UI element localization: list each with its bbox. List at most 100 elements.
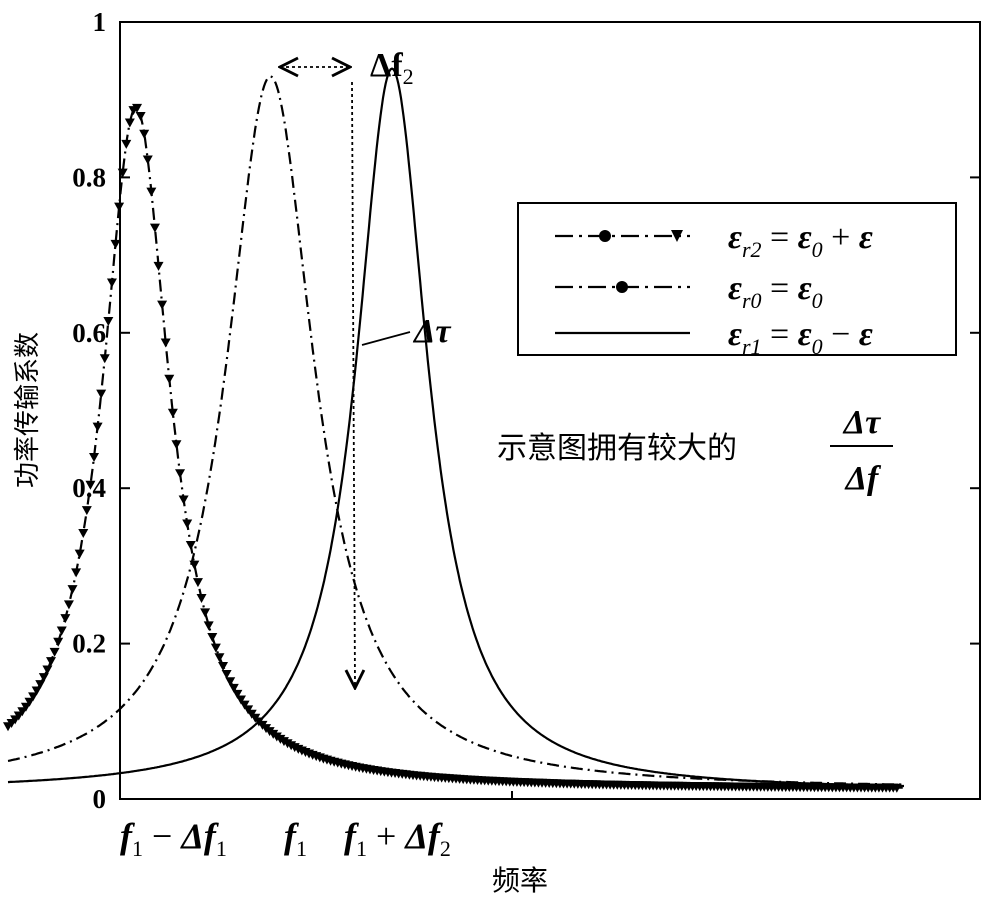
series-marker-triangle	[182, 519, 193, 529]
y-tick-label: 0	[93, 784, 107, 814]
delta-tau-leader	[361, 331, 411, 346]
series-marker-triangle	[121, 139, 132, 149]
legend-label-symbol: ε	[798, 219, 812, 256]
legend-label: εr1 = ε0 − ε	[728, 316, 873, 359]
legend-label-symbol: ε	[798, 316, 812, 353]
x-axis-tick-labels: f1 − Δf1 f1 f1 + Δf2	[120, 791, 513, 861]
series-marker-triangle	[225, 677, 236, 687]
series-marker-triangle	[221, 669, 232, 679]
x-tick-label-base: f	[284, 816, 299, 856]
series-marker-triangle	[171, 440, 182, 450]
delta-f2-text: Δf	[370, 47, 403, 84]
plot-area-frame	[119, 21, 981, 800]
series-marker-triangle	[167, 408, 178, 418]
series-marker-triangle	[71, 568, 82, 578]
series-marker-triangle	[56, 626, 67, 636]
series-marker-triangle	[96, 389, 107, 399]
x-tick-label: f1 − Δf1	[120, 816, 227, 861]
delta-f2-label: Δf2	[370, 47, 414, 89]
series-marker-triangle	[60, 614, 71, 624]
legend-box	[517, 202, 957, 356]
x-tick-label-sub: 1	[296, 836, 307, 861]
series-marker-triangle	[20, 702, 31, 712]
series-marker-triangle	[185, 541, 196, 551]
series-marker-triangle	[89, 452, 100, 462]
series-marker-triangle	[153, 261, 164, 271]
series-marker-triangle	[124, 118, 135, 128]
series-marker-triangle	[157, 300, 168, 310]
delta-f2-sub: 2	[403, 64, 414, 89]
y-axis-label: 功率传输系数	[13, 332, 43, 488]
series-marker-triangle	[103, 317, 114, 327]
x-tick-label-operator: +	[367, 816, 405, 856]
legend-dot	[616, 281, 628, 293]
series-marker-triangle	[78, 528, 89, 538]
series-marker-triangle	[228, 683, 239, 693]
series-marker-triangle	[24, 697, 35, 707]
series-marker-triangle	[74, 549, 85, 559]
series-marker-triangle	[110, 239, 121, 249]
series-marker-triangle	[63, 600, 74, 610]
series-marker-triangle	[235, 695, 246, 705]
legend-label-operator: −	[823, 316, 859, 353]
series-marker-triangle	[67, 585, 78, 595]
legend-label-symbol: ε	[859, 219, 873, 256]
delta-tau-label: Δτ	[412, 313, 451, 350]
series-marker-triangle	[117, 168, 128, 178]
y-tick-label: 0.6	[72, 318, 106, 348]
legend-label-operator: =	[762, 219, 798, 256]
legend-label-sub: 0	[812, 288, 823, 313]
legend-label-symbol: ε	[798, 270, 812, 307]
legend-triangle	[671, 230, 683, 242]
x-tick-label-delta: Δf	[179, 816, 219, 856]
series-marker-triangle	[192, 578, 203, 588]
series-marker-triangle	[135, 111, 146, 121]
series-marker-triangle	[28, 692, 39, 702]
series-marker-triangle	[49, 647, 60, 657]
x-axis-label: 频率	[492, 864, 548, 897]
y-tick-label: 1	[93, 7, 107, 37]
series-line-2	[7, 67, 904, 788]
legend-label: εr2 = ε0 + ε	[728, 219, 873, 262]
series-marker-triangle	[114, 202, 125, 212]
x-tick-label-base: f	[344, 816, 359, 856]
series-marker-triangle	[210, 643, 221, 653]
note-annotation: 示意图拥有较大的 Δτ Δf	[497, 404, 893, 497]
series-marker-triangle	[232, 689, 243, 699]
series-curves	[3, 67, 904, 793]
series-marker-triangle	[35, 680, 46, 690]
legend-label-operator: +	[823, 219, 859, 256]
series-line-1	[7, 75, 904, 786]
legend-label-symbol: ε	[728, 219, 742, 256]
series-marker-triangle	[164, 374, 175, 384]
series-marker-triangle	[81, 506, 92, 516]
series-marker-triangle	[31, 686, 42, 696]
legend-label-sub: r0	[742, 288, 762, 313]
series-marker-triangle	[38, 673, 49, 683]
legend-label-sub: r2	[742, 237, 762, 262]
series-marker-triangle	[42, 665, 53, 675]
legend-label-sub: r1	[742, 334, 762, 359]
series-marker-triangle	[175, 469, 186, 479]
y-tick-label: 0.2	[72, 629, 106, 659]
legend-label-symbol: ε	[728, 270, 742, 307]
legend-label: εr0 = ε0	[728, 270, 823, 313]
series-marker-triangle	[149, 223, 160, 233]
series-marker-triangle	[99, 354, 110, 364]
y-tick-label: 0.8	[72, 162, 106, 192]
series-marker-triangle	[92, 422, 103, 432]
series-marker-triangle	[53, 637, 64, 647]
x-tick-label-delta-sub: 2	[440, 836, 451, 861]
series-marker-triangle	[139, 129, 150, 139]
legend-label-sub: 0	[812, 237, 823, 262]
delta-tau-arrow	[352, 81, 355, 688]
series-marker-triangle	[85, 480, 96, 490]
x-tick-label-sub: 1	[356, 836, 367, 861]
series-marker-triangle	[146, 187, 157, 197]
series-marker-triangle	[207, 633, 218, 643]
x-tick-label-sub: 1	[132, 836, 143, 861]
series-marker-triangle	[160, 338, 171, 348]
note-fraction-numerator: Δτ	[842, 404, 881, 441]
x-tick-label-base: f	[120, 816, 135, 856]
